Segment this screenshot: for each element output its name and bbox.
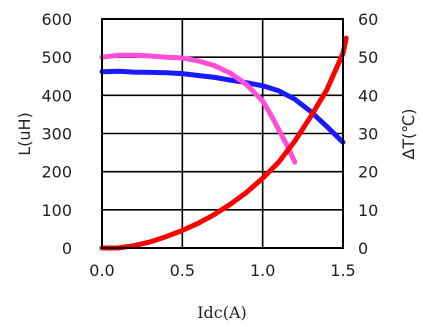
y-left-tick-label: 100	[41, 201, 72, 220]
y-left-tick-label: 600	[41, 10, 72, 29]
y-right-tick-label: 40	[358, 86, 378, 105]
y-axis-right-title-text: ∆T(℃)	[399, 109, 418, 161]
y-left-tick-label: 200	[41, 163, 72, 182]
y-right-tick-label: 30	[358, 125, 378, 144]
tick-labels: 0.0 0.5 1.0 1.50100200300400500600010203040…	[41, 10, 378, 280]
y-right-tick-label: 20	[358, 163, 378, 182]
y-right-tick-label: 10	[358, 201, 378, 220]
plot-frame	[101, 18, 344, 249]
x-tick-label: 0.5	[170, 261, 195, 280]
series-line-2	[99, 52, 298, 165]
y-right-tick-label: 0	[358, 239, 368, 258]
series-line-3	[99, 35, 349, 251]
x-tick-label: 1.5	[330, 261, 355, 280]
y-axis-right-title: ∆T(℃)	[399, 109, 418, 161]
x-tick-label: 0.0	[89, 261, 114, 280]
y-right-tick-label: 60	[358, 10, 378, 29]
y-left-tick-label: 400	[41, 86, 72, 105]
x-tick-label: 1.0	[250, 261, 275, 280]
series-line-1	[99, 68, 346, 145]
y-left-tick-label: 300	[41, 125, 72, 144]
series-layer	[99, 35, 349, 251]
y-left-tick-label: 500	[41, 48, 72, 67]
y-axis-left-title: L(uH)	[15, 112, 34, 156]
x-axis-title: Idc(A)	[197, 303, 247, 322]
y-axis-left-title-text: L(uH)	[15, 112, 34, 156]
y-left-tick-label: 0	[62, 239, 72, 258]
y-right-tick-label: 50	[358, 48, 378, 67]
